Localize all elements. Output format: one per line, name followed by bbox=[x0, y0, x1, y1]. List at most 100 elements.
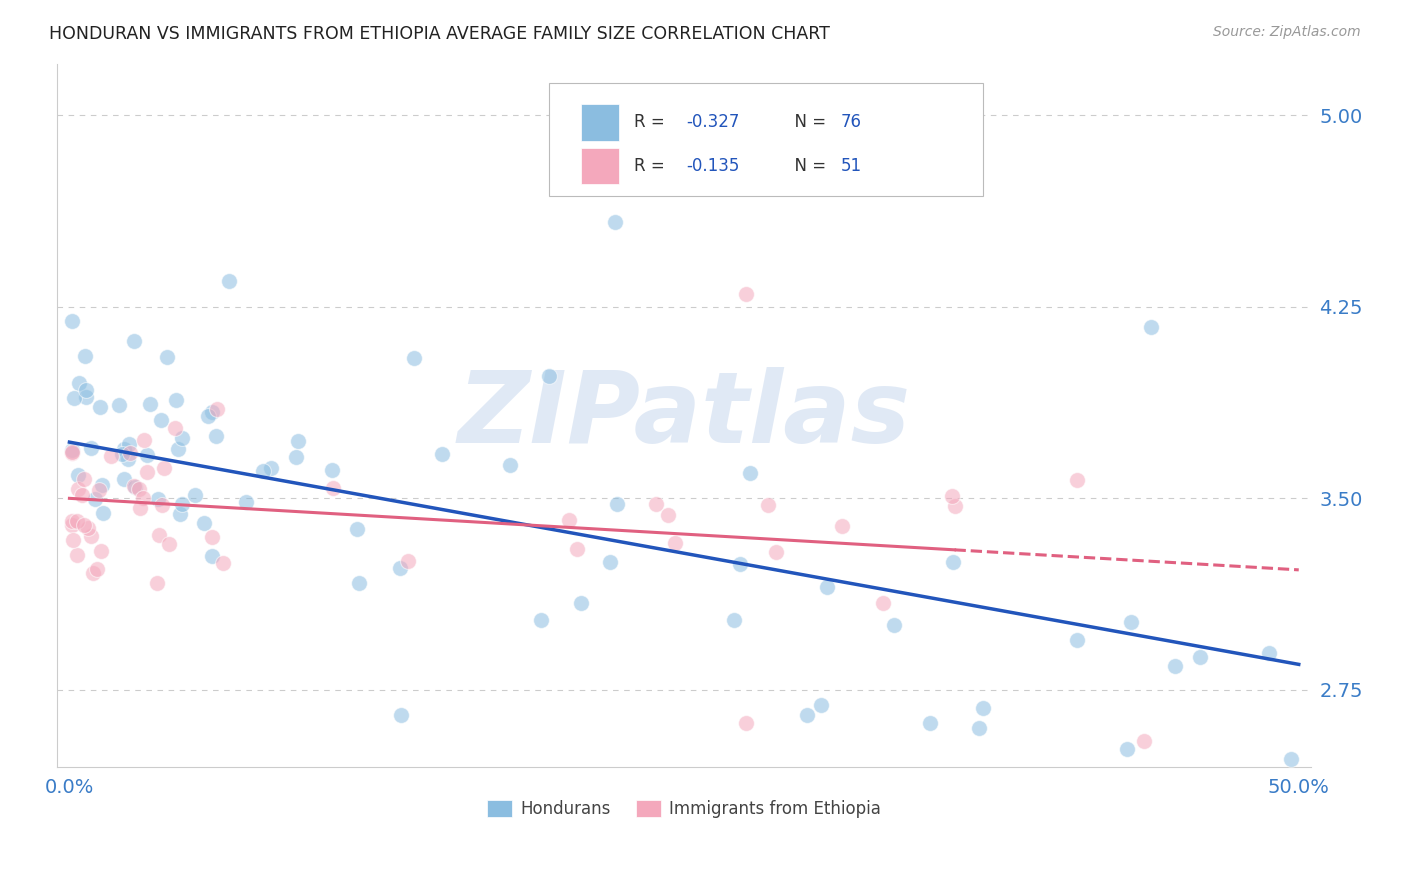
Point bbox=[1189, 650, 1212, 665]
Point bbox=[967, 721, 990, 735]
Point bbox=[218, 274, 240, 288]
Point bbox=[211, 556, 233, 570]
Point bbox=[157, 536, 180, 550]
Point bbox=[943, 499, 966, 513]
Point bbox=[70, 488, 93, 502]
Point bbox=[128, 482, 150, 496]
Point bbox=[60, 442, 83, 457]
Point bbox=[567, 542, 589, 557]
Point bbox=[66, 514, 89, 528]
Point bbox=[124, 480, 146, 494]
Point bbox=[252, 464, 274, 478]
Point bbox=[60, 445, 83, 459]
Point bbox=[67, 468, 90, 483]
Point bbox=[77, 521, 100, 535]
Point bbox=[537, 368, 560, 383]
Point bbox=[389, 708, 412, 723]
Point bbox=[285, 450, 308, 465]
Point bbox=[599, 556, 621, 570]
Point bbox=[136, 465, 159, 479]
Point bbox=[738, 467, 761, 481]
Text: -0.327: -0.327 bbox=[686, 113, 740, 131]
Bar bbox=[581, 104, 619, 141]
Text: 51: 51 bbox=[841, 157, 862, 175]
Point bbox=[193, 516, 215, 530]
Point bbox=[165, 392, 187, 407]
Point bbox=[1066, 632, 1088, 647]
Point bbox=[80, 528, 103, 542]
Point bbox=[60, 313, 83, 327]
Point bbox=[389, 560, 412, 574]
Point bbox=[169, 507, 191, 521]
Point bbox=[1140, 320, 1163, 334]
Point bbox=[499, 458, 522, 472]
Point bbox=[184, 488, 207, 502]
Point bbox=[197, 409, 219, 423]
Point bbox=[146, 491, 169, 506]
Point bbox=[235, 495, 257, 509]
Point bbox=[569, 597, 592, 611]
Point bbox=[201, 405, 224, 419]
Point bbox=[60, 514, 83, 528]
Point bbox=[796, 708, 818, 723]
Point bbox=[346, 522, 368, 536]
Point bbox=[139, 397, 162, 411]
Point bbox=[260, 461, 283, 475]
Point bbox=[558, 513, 581, 527]
Point bbox=[79, 441, 101, 455]
Point bbox=[112, 442, 135, 456]
Point bbox=[205, 429, 228, 443]
Text: N =: N = bbox=[785, 113, 832, 131]
Point bbox=[132, 434, 155, 448]
Point bbox=[108, 398, 131, 412]
Point bbox=[112, 472, 135, 486]
Point bbox=[1121, 615, 1143, 629]
Point bbox=[815, 580, 838, 594]
Point bbox=[122, 334, 145, 348]
Point bbox=[883, 618, 905, 632]
Point bbox=[156, 350, 179, 364]
Point bbox=[90, 543, 112, 558]
Point bbox=[170, 431, 193, 445]
Text: 76: 76 bbox=[841, 113, 862, 131]
Point bbox=[66, 549, 89, 563]
Point bbox=[72, 517, 94, 532]
Y-axis label: Average Family Size: Average Family Size bbox=[0, 332, 8, 499]
Point bbox=[756, 498, 779, 512]
Point bbox=[111, 447, 134, 461]
Point bbox=[86, 562, 108, 576]
Point bbox=[136, 448, 159, 462]
Point bbox=[62, 533, 84, 547]
Text: Source: ZipAtlas.com: Source: ZipAtlas.com bbox=[1213, 25, 1361, 39]
Point bbox=[89, 400, 111, 414]
Point bbox=[118, 437, 141, 451]
Point bbox=[730, 558, 752, 572]
Point bbox=[918, 716, 941, 731]
Point bbox=[810, 698, 832, 712]
Text: N =: N = bbox=[785, 157, 832, 175]
Point bbox=[91, 506, 114, 520]
Point bbox=[402, 351, 425, 365]
Point bbox=[734, 716, 756, 731]
Point bbox=[205, 401, 228, 416]
Point bbox=[60, 518, 83, 533]
Point bbox=[664, 536, 686, 550]
Text: ZIPatlas: ZIPatlas bbox=[457, 367, 911, 464]
Point bbox=[831, 518, 853, 533]
Point bbox=[1115, 741, 1137, 756]
Point bbox=[118, 446, 141, 460]
Point bbox=[75, 390, 97, 404]
Point bbox=[163, 421, 186, 435]
Point bbox=[734, 287, 756, 301]
Bar bbox=[581, 148, 619, 184]
Point bbox=[67, 482, 90, 496]
Point bbox=[942, 556, 965, 570]
Point bbox=[321, 463, 343, 477]
Point bbox=[723, 613, 745, 627]
Point bbox=[430, 447, 453, 461]
Point bbox=[148, 528, 170, 542]
Point bbox=[75, 383, 97, 397]
Point bbox=[122, 479, 145, 493]
Point bbox=[347, 575, 370, 590]
Point bbox=[322, 481, 344, 495]
